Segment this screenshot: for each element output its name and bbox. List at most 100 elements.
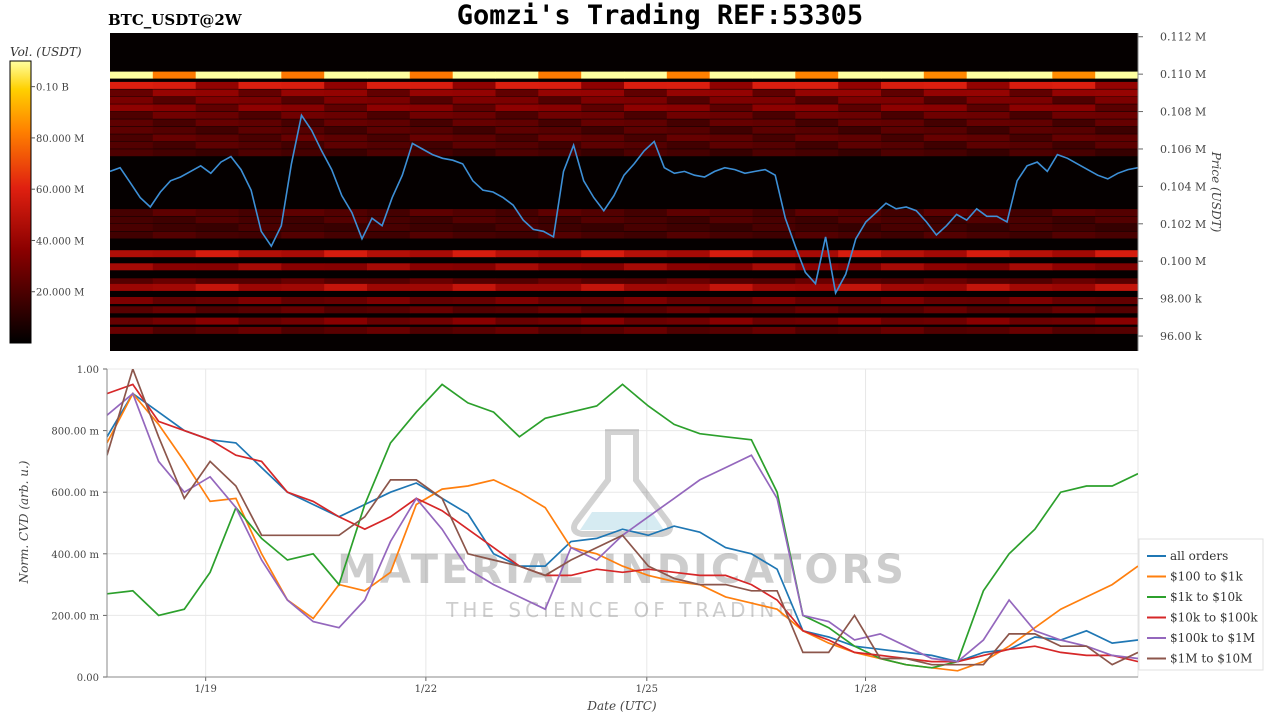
heatmap-cell (538, 134, 582, 142)
heatmap-cell (324, 134, 368, 142)
heatmap-cell (324, 111, 368, 119)
heatmap-cell (752, 209, 796, 217)
heatmap-cell (795, 141, 839, 149)
heatmap-cell (838, 71, 882, 79)
heatmap-cell (495, 126, 539, 134)
heatmap-cell (966, 317, 1010, 325)
heatmap-cell (367, 250, 411, 258)
heatmap-cell (152, 306, 197, 314)
colorbar-ticks: 0.10 B 80.000 M 60.000 M 40.000 M 20.000 M (31, 83, 84, 299)
price-tick-label: 0.100 M (1160, 255, 1206, 268)
heatmap-cell (624, 326, 668, 334)
heatmap-cell (1052, 326, 1096, 334)
heatmap-cell (923, 71, 968, 79)
heatmap-cell (110, 231, 154, 239)
heatmap-cell (367, 119, 411, 127)
heatmap-cell (581, 71, 625, 79)
watermark-line1: MATERIAL INDICATORS (337, 547, 907, 593)
heatmap-cell (195, 141, 239, 149)
heatmap-cell (538, 278, 582, 286)
heatmap-cell (152, 126, 197, 134)
heatmap-cell (324, 224, 368, 231)
price-axis: 0.112 M 0.110 M 0.108 M 0.106 M 0.104 M 0.102… (1137, 31, 1206, 351)
heatmap-cell (923, 250, 968, 258)
heatmap-cell (281, 278, 325, 286)
heatmap-cell (281, 126, 325, 134)
heatmap-cell (795, 126, 839, 134)
heatmap-cell (409, 81, 454, 89)
heatmap-cell (1052, 250, 1096, 258)
heatmap-cell (324, 126, 368, 134)
heatmap-cell (238, 326, 282, 334)
series-line (107, 383, 1138, 663)
heatmap-cell (281, 96, 325, 104)
heatmap-cell (367, 216, 411, 224)
heatmap-cell (838, 89, 882, 97)
heatmap-cell (1009, 209, 1053, 217)
heatmap-cell (709, 119, 753, 127)
heatmap-cell (110, 96, 154, 104)
heatmap-cell (452, 111, 496, 119)
heatmap-cell (367, 317, 411, 325)
heatmap-cell (581, 89, 625, 97)
heatmap-cell (281, 104, 325, 112)
heatmap-cell (1095, 111, 1138, 119)
heatmap-cell (367, 231, 411, 239)
heatmap-cell (1009, 89, 1053, 97)
heatmap-cell (923, 104, 968, 112)
heatmap-cell (495, 297, 539, 304)
colorbar: Vol. (USDT) 0.10 B 80.000 M 60.000 M 40.000… (9, 45, 84, 344)
heatmap-cell (495, 111, 539, 119)
heatmap-cell (795, 263, 839, 271)
heatmap-cell (581, 126, 625, 134)
heatmap-cell (110, 278, 154, 286)
heatmap-cell (367, 141, 411, 149)
heatmap-cell (838, 149, 882, 157)
heatmap-cell (709, 126, 753, 134)
heatmap-cell (195, 326, 239, 334)
heatmap-cell (1095, 126, 1138, 134)
heatmap-cell (923, 283, 968, 291)
heatmap-cell (324, 317, 368, 325)
heatmap-cell (452, 96, 496, 104)
colorbar-tick-label: 60.000 M (36, 185, 84, 196)
x-tick-label: 1/22 (415, 684, 437, 695)
heatmap-cell (367, 71, 411, 79)
heatmap-cell (795, 231, 839, 239)
heatmap-cell (966, 278, 1010, 286)
heatmap-cell (1009, 149, 1053, 157)
heatmap-cell (324, 263, 368, 271)
heatmap-cell (195, 81, 239, 89)
heatmap-cell (838, 306, 882, 314)
heatmap-cell (752, 149, 796, 157)
heatmap-cell (752, 134, 796, 142)
heatmap-cell (238, 119, 282, 127)
x-tick-label: 1/25 (636, 684, 658, 695)
heatmap-cell (367, 149, 411, 157)
heatmap-cell (1052, 149, 1096, 157)
heatmap-cell (1052, 306, 1096, 314)
heatmap-cell (1095, 283, 1138, 291)
heatmap-cell (152, 283, 197, 291)
heatmap-cell (452, 209, 496, 217)
heatmap-cell (1009, 263, 1053, 271)
heatmap-cell (966, 119, 1010, 127)
heatmap-cell (238, 89, 282, 97)
heatmap-cell (881, 250, 925, 258)
heatmap-cell (152, 231, 197, 239)
heatmap-cell (238, 283, 282, 291)
heatmap-cell (409, 297, 454, 304)
heatmap-cell (409, 317, 454, 325)
heatmap-cell (838, 250, 882, 258)
heatmap-cell (1009, 119, 1053, 127)
heatmap-cell (666, 250, 711, 258)
heatmap-cell (367, 306, 411, 314)
heatmap-cell (923, 81, 968, 89)
heatmap-cell (324, 119, 368, 127)
heatmap-cell (838, 263, 882, 271)
heatmap-cell (152, 71, 197, 79)
heatmap-cell (966, 71, 1010, 79)
heatmap-cell (1095, 317, 1138, 325)
heatmap-cell (110, 224, 154, 231)
